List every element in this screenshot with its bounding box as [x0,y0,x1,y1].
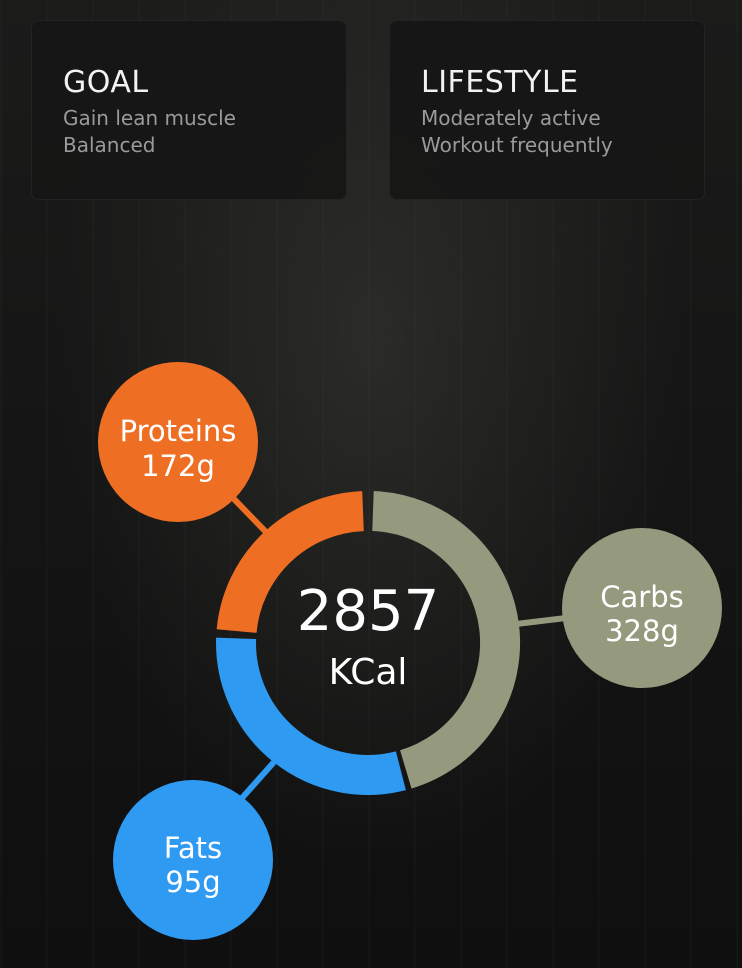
proteins-segment [216,491,365,634]
fats-bubble[interactable]: Fats 95g [113,780,273,940]
goal-secondary: Balanced [63,133,156,157]
fats-circle [113,780,273,940]
proteins-bubble[interactable]: Proteins 172g [98,362,258,522]
carbs-segment [371,491,521,789]
lifestyle-title: LIFESTYLE [421,65,579,100]
calories-value: 2857 [297,579,440,644]
lifestyle-workout: Workout frequently [421,133,613,157]
carbs-bubble[interactable]: Carbs 328g [562,528,722,688]
carbs-label: Carbs [600,580,683,614]
lifestyle-card[interactable]: LIFESTYLE Moderately active Workout freq… [389,20,705,200]
goal-card[interactable]: GOAL Gain lean muscle Balanced [31,20,347,200]
proteins-amount: 172g [141,449,215,483]
goal-title: GOAL [63,65,149,100]
fats-label: Fats [164,831,222,865]
calories-unit: KCal [329,652,408,693]
carbs-amount: 328g [605,614,679,648]
fats-segment [216,637,406,795]
fats-amount: 95g [165,865,220,899]
fats-connector [239,760,277,800]
proteins-connector [230,495,269,535]
carbs-circle [562,528,722,688]
proteins-circle [98,362,258,522]
goal-primary: Gain lean muscle [63,106,236,130]
carbs-connector [515,615,567,627]
lifestyle-activity: Moderately active [421,106,601,130]
proteins-label: Proteins [120,414,237,448]
